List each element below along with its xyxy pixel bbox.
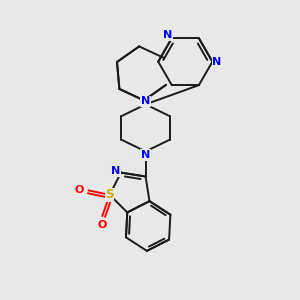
Text: N: N: [163, 30, 172, 40]
Text: N: N: [111, 166, 120, 176]
Text: N: N: [141, 96, 150, 106]
Text: O: O: [75, 185, 84, 195]
Text: O: O: [98, 220, 107, 230]
Text: S: S: [105, 188, 114, 201]
Text: N: N: [212, 57, 221, 67]
Text: N: N: [141, 150, 150, 160]
